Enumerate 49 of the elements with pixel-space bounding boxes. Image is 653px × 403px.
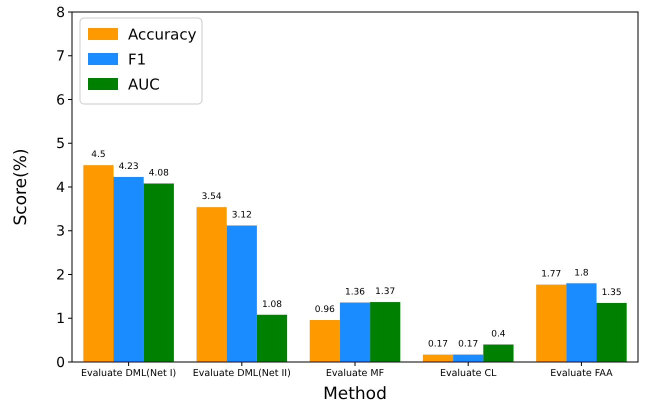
data-label: 4.5: [91, 150, 106, 160]
data-label: 1.08: [262, 300, 282, 310]
y-axis-title: Score(%): [11, 148, 31, 226]
y-tick-label: 7: [56, 48, 65, 65]
bar: [370, 302, 400, 362]
y-tick-label: 8: [56, 4, 65, 21]
y-tick-label: 5: [56, 136, 65, 152]
x-tick-label: Evaluate MF: [326, 368, 384, 379]
legend-label: F1: [128, 50, 146, 68]
y-tick-label: 4: [56, 180, 66, 196]
data-label: 0.17: [428, 340, 448, 350]
x-axis-title: Method: [323, 384, 387, 403]
y-tick-label: 6: [56, 92, 66, 108]
bar: [256, 314, 288, 362]
data-label: 3.12: [232, 210, 252, 220]
x-tick-label: Evaluate DML(Net I): [80, 368, 176, 379]
bar: [196, 207, 227, 362]
data-label: 0.96: [314, 305, 336, 315]
data-label: 0.4: [491, 330, 506, 340]
data-label: 1.77: [541, 270, 562, 280]
bar: [453, 354, 484, 362]
data-label: 1.36: [344, 288, 366, 298]
y-tick-label: 0: [56, 354, 65, 371]
bar: [226, 226, 257, 362]
y-tick-label: 1: [56, 311, 65, 328]
x-tick-label: Evaluate DML(Net II): [192, 368, 291, 379]
data-label: 0.17: [458, 340, 478, 350]
legend-label: AUC: [128, 75, 160, 94]
bar: [144, 184, 174, 362]
bar: [566, 283, 596, 362]
bar: [114, 176, 144, 362]
bar: [83, 165, 114, 362]
data-label: 4.08: [148, 168, 170, 178]
bar: [536, 284, 566, 362]
data-label: 1.8: [574, 268, 589, 278]
data-label: 3.54: [202, 192, 222, 202]
bar: [310, 320, 340, 362]
x-tick-label: Evaluate FAA: [550, 368, 614, 379]
bar: [596, 302, 627, 362]
data-label: 4.23: [118, 162, 139, 172]
y-tick-label: 3: [56, 224, 65, 240]
x-tick-label: Evaluate CL: [440, 368, 498, 379]
data-label: 1.37: [375, 287, 396, 298]
data-label: 1.35: [602, 288, 622, 298]
bar: [422, 354, 454, 362]
legend-label: Accuracy: [128, 25, 197, 44]
bar: [483, 344, 514, 362]
bar: [340, 302, 370, 362]
y-tick-label: 2: [56, 267, 65, 284]
